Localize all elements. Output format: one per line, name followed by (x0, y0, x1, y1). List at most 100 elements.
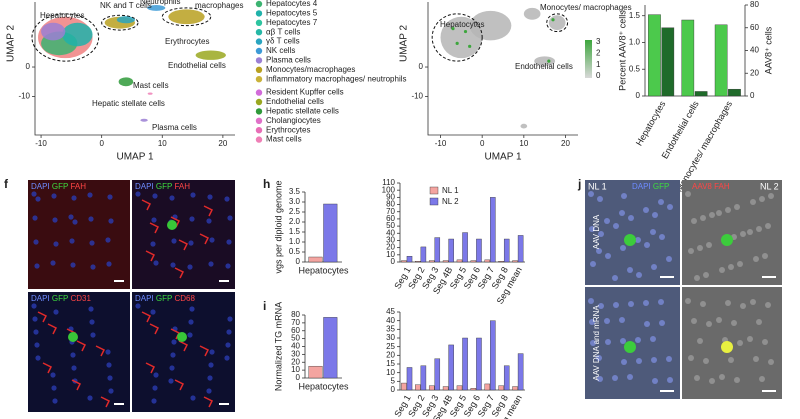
expression-dot (468, 44, 472, 48)
nucleus (716, 317, 722, 323)
annotation: Erythrocytes (165, 37, 209, 46)
stain-word: DAPI (31, 182, 50, 191)
nucleus (635, 337, 641, 343)
stain-label: DAPI GFP FAH (31, 182, 86, 191)
bar (498, 385, 504, 391)
nucleus (206, 218, 212, 224)
nucleus (636, 272, 642, 278)
nucleus (659, 234, 665, 240)
stain-signal (199, 345, 210, 357)
bar (401, 260, 407, 263)
signal-cell (624, 234, 636, 246)
nucleus (651, 357, 657, 363)
nucleus (187, 264, 193, 270)
nucleus (190, 192, 196, 198)
nucleus (666, 256, 672, 262)
nucleus (765, 223, 771, 229)
y-tick-label: 50 (291, 334, 300, 343)
cluster-outline (431, 13, 483, 62)
nucleus (90, 264, 96, 270)
cell-cluster (41, 22, 66, 41)
nucleus (753, 356, 759, 362)
cell-cluster (168, 9, 205, 25)
x-axis-label: UMAP 1 (116, 152, 153, 163)
x-tick-label: 20 (561, 139, 570, 148)
nucleus (709, 212, 715, 218)
stain-word: CD31 (70, 294, 91, 303)
bar (448, 238, 454, 263)
legend-label: Inflammatory macrophages/ neutrophils (266, 74, 407, 83)
legend-swatch (255, 29, 263, 36)
nucleus (590, 340, 596, 346)
bar (442, 260, 449, 263)
stain-word: GFP (52, 182, 68, 191)
nucleus (88, 216, 94, 222)
bar (661, 27, 675, 97)
y-tick-label: 0 (636, 91, 641, 100)
nucleus (227, 215, 233, 221)
legend-label: Plasma cells (266, 56, 311, 65)
cluster-outline (31, 13, 100, 62)
y-axis-label: UMAP 2 (6, 25, 17, 62)
nucleus (762, 339, 768, 345)
bar (456, 259, 463, 263)
nucleus (31, 191, 37, 197)
bar (308, 256, 323, 263)
nucleus (53, 241, 59, 247)
panel-letter: f (4, 177, 9, 191)
y-axis-label: Percent AAV8⁺ cells (617, 10, 627, 91)
x-tick-label: Hepatocytes (298, 381, 349, 391)
y-tick-label: -10 (411, 92, 423, 101)
nucleus (152, 385, 158, 391)
nucleus (706, 321, 712, 327)
legend-swatch (255, 108, 263, 115)
nucleus (666, 356, 672, 362)
y-tick-label: 0 (296, 373, 301, 382)
y-axis-label: Normalized TG mRNA (273, 302, 283, 391)
stain-signal (149, 222, 160, 234)
y-tick-label: 10 (291, 365, 300, 374)
stain-signal (100, 396, 111, 408)
group-label: NL 2 (760, 181, 779, 191)
annotation: Hepatic stellate cells (92, 99, 165, 108)
bar (728, 88, 741, 97)
nucleus (644, 321, 650, 327)
nucleus (207, 375, 213, 381)
nucleus (643, 207, 649, 213)
bar (456, 385, 463, 391)
annotation: Endothelial cells (515, 62, 573, 71)
y-tick-label: 25 (386, 342, 395, 351)
cell-cluster (147, 4, 166, 11)
legend-label: Cholangiocytes (266, 116, 321, 125)
nucleus (740, 231, 746, 237)
nucleus (50, 260, 56, 266)
bar (462, 232, 468, 263)
expression-dot (551, 18, 555, 22)
nucleus (703, 358, 709, 364)
nucleus (697, 338, 703, 344)
nucleus (89, 319, 95, 325)
nucleus (737, 340, 743, 346)
legend-label: Hepatocytes 5 (266, 9, 318, 18)
stain-word: GFP (156, 182, 172, 191)
nucleus (628, 301, 634, 307)
nucleus (188, 319, 194, 325)
nucleus (189, 216, 195, 222)
y-tick-label: 40 (386, 316, 395, 325)
nucleus (750, 199, 756, 205)
bar (476, 337, 482, 391)
nucleus (151, 217, 157, 223)
stain-label: DAPI GFP FAH (135, 182, 190, 191)
nucleus (51, 385, 57, 391)
nucleus (700, 301, 706, 307)
row-label: AAV DNA (592, 214, 601, 249)
stain-signal (47, 323, 58, 335)
nucleus (725, 300, 731, 306)
nucleus (226, 329, 232, 335)
nucleus (627, 374, 633, 380)
colorbar-tick-label: 1 (596, 60, 601, 69)
nucleus (206, 388, 212, 394)
annotation: Hepatocytes (40, 11, 84, 20)
stain-signal (174, 267, 185, 279)
